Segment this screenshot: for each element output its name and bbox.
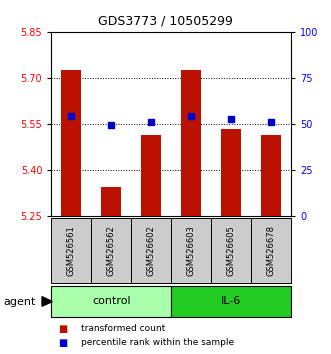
Bar <box>91 218 131 283</box>
Bar <box>61 70 81 216</box>
Text: GSM526603: GSM526603 <box>187 225 196 276</box>
Bar <box>251 218 291 283</box>
Bar <box>51 218 91 283</box>
Bar <box>211 218 251 283</box>
Text: IL-6: IL-6 <box>221 296 241 306</box>
Text: transformed count: transformed count <box>81 324 166 333</box>
Text: ■: ■ <box>58 338 67 348</box>
Bar <box>221 129 241 216</box>
Text: GSM526602: GSM526602 <box>147 225 156 276</box>
Bar <box>51 286 171 317</box>
Text: GSM526562: GSM526562 <box>107 225 116 276</box>
Text: ■: ■ <box>58 324 67 333</box>
Text: GSM526678: GSM526678 <box>267 225 276 276</box>
Bar <box>181 70 201 216</box>
Bar <box>101 187 121 216</box>
Text: percentile rank within the sample: percentile rank within the sample <box>81 338 234 347</box>
Text: GSM526561: GSM526561 <box>67 225 76 276</box>
Bar <box>131 218 171 283</box>
Bar <box>141 135 161 216</box>
Bar <box>171 218 211 283</box>
Text: GSM526605: GSM526605 <box>227 225 236 276</box>
Text: agent: agent <box>3 297 36 307</box>
Bar <box>171 286 291 317</box>
Text: control: control <box>92 296 131 306</box>
Polygon shape <box>42 297 52 306</box>
Text: GDS3773 / 10505299: GDS3773 / 10505299 <box>98 14 233 27</box>
Bar <box>261 135 281 216</box>
